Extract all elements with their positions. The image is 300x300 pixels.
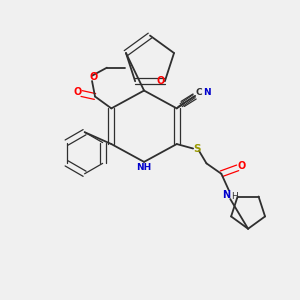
Text: C: C [196, 88, 202, 97]
Text: O: O [74, 87, 82, 97]
Text: O: O [89, 73, 98, 82]
Text: NH: NH [136, 164, 152, 172]
Text: H: H [231, 192, 238, 201]
Text: O: O [237, 161, 245, 171]
Text: N: N [222, 190, 230, 200]
Text: S: S [193, 144, 200, 154]
Text: O: O [156, 76, 164, 86]
Text: N: N [203, 88, 211, 97]
